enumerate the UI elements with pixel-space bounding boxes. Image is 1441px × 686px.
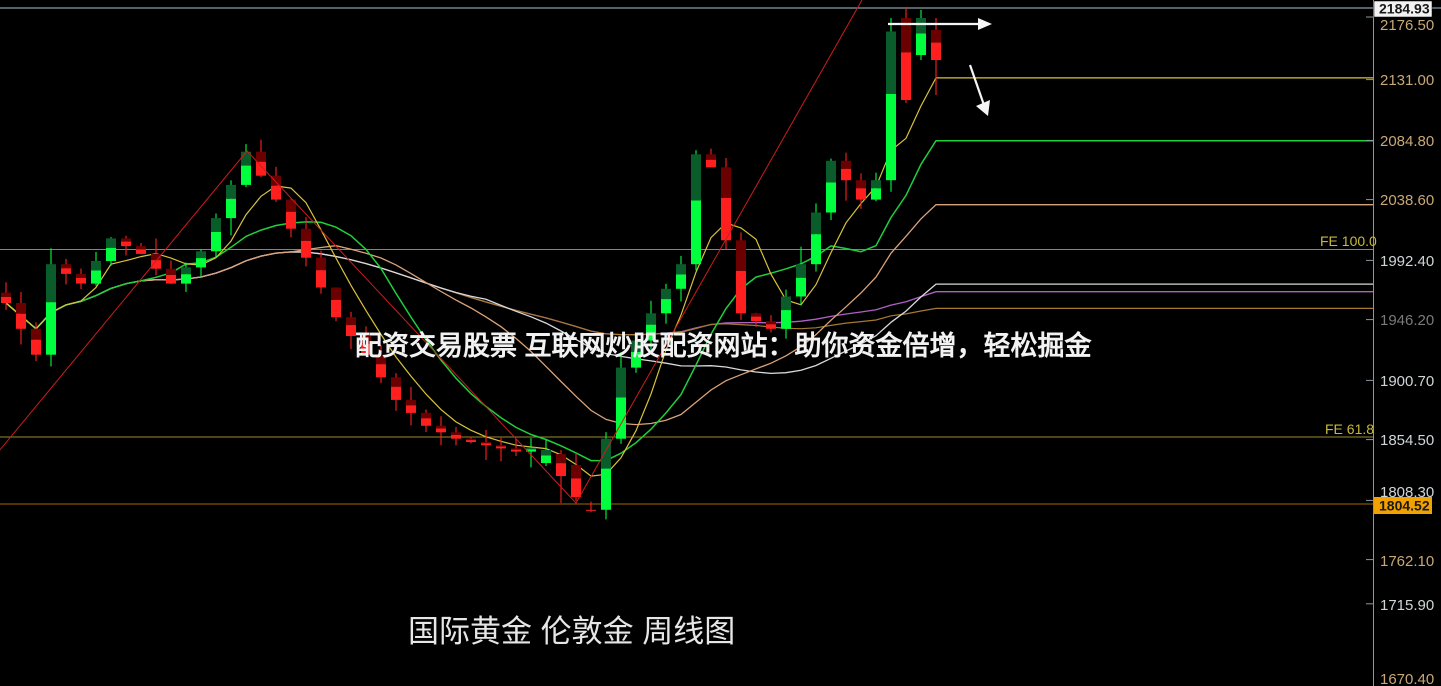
svg-text:1715.90: 1715.90 — [1380, 597, 1434, 614]
svg-text:1670.40: 1670.40 — [1380, 671, 1434, 686]
svg-text:1762.10: 1762.10 — [1380, 553, 1434, 570]
svg-text:FE 61.8: FE 61.8 — [1325, 421, 1374, 437]
svg-text:国际黄金 伦敦金 周线图: 国际黄金 伦敦金 周线图 — [408, 614, 735, 649]
svg-text:2176.50: 2176.50 — [1380, 17, 1434, 34]
svg-text:1854.50: 1854.50 — [1380, 432, 1434, 449]
svg-text:FE 100.0: FE 100.0 — [1320, 233, 1377, 249]
svg-text:1900.70: 1900.70 — [1380, 373, 1434, 390]
svg-text:2038.60: 2038.60 — [1380, 192, 1434, 209]
svg-text:2084.80: 2084.80 — [1380, 133, 1434, 150]
svg-text:1992.40: 1992.40 — [1380, 253, 1434, 270]
svg-text:2184.93: 2184.93 — [1379, 1, 1430, 17]
svg-text:1946.20: 1946.20 — [1380, 312, 1434, 329]
svg-text:1804.52: 1804.52 — [1379, 498, 1430, 514]
svg-text:配资交易股票 互联网炒股配资网站：助你资金倍增，轻松掘金: 配资交易股票 互联网炒股配资网站：助你资金倍增，轻松掘金 — [355, 330, 1093, 361]
svg-text:2131.00: 2131.00 — [1380, 72, 1434, 89]
